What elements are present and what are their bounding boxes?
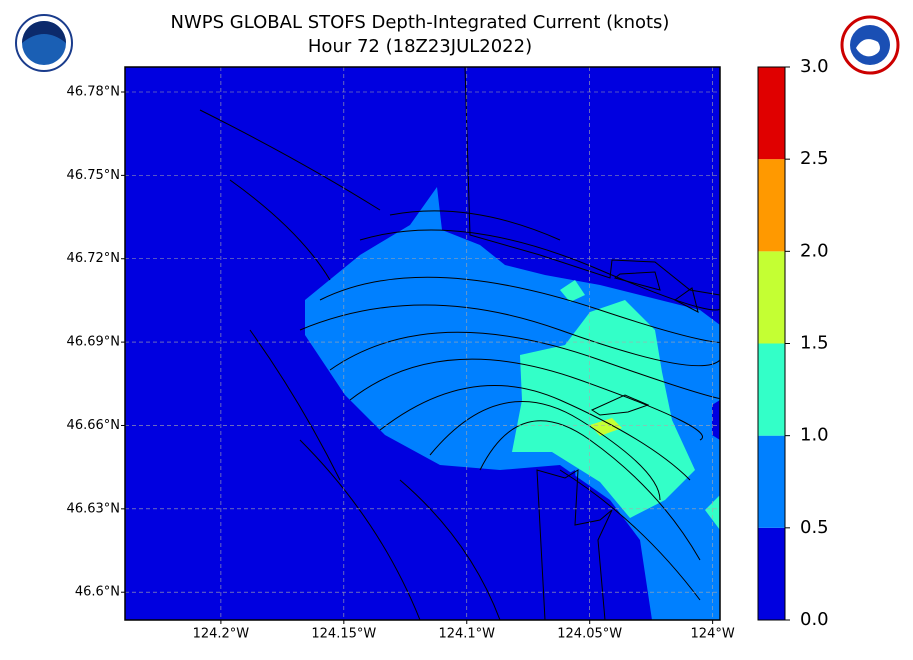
colorbar-band <box>758 251 785 344</box>
nws-logo <box>840 15 900 75</box>
colorbar-tick-label: 1.0 <box>800 425 829 446</box>
grid: 46.78°N 46.75°N 46.72°N 46.69°N 46.66°N 46.63… <box>67 67 735 642</box>
lon-tick-label: 124.1°W <box>438 627 495 642</box>
lat-tick-label: 46.75°N <box>67 168 120 183</box>
subtitle: Hour 72 (18Z23JUL2022) <box>308 36 532 57</box>
map-frame <box>124 66 721 621</box>
lat-tick-label: 46.69°N <box>67 335 120 350</box>
noaa-logo <box>15 14 73 72</box>
colorbar-band <box>758 159 785 252</box>
colorbar-tick-label: 0.0 <box>800 609 829 630</box>
lat-tick-label: 46.66°N <box>67 418 120 433</box>
colorbar-frame <box>757 66 786 621</box>
colorbar-tick-label: 3.0 <box>800 56 829 77</box>
lat-tick-label: 46.6°N <box>75 585 120 600</box>
colorbar-band <box>758 343 785 436</box>
lat-tick-label: 46.78°N <box>67 85 120 100</box>
lon-tick-label: 124.15°W <box>311 627 376 642</box>
colorbar: 0.0 0.5 1.0 1.5 2.0 2.5 3.0 <box>758 56 829 630</box>
colorbar-tick-label: 2.5 <box>800 148 829 169</box>
lon-tick-label: 124.05°W <box>557 627 622 642</box>
colorbar-tick-label: 2.0 <box>800 240 829 261</box>
colorbar-tick-label: 0.5 <box>800 517 829 538</box>
lon-tick-label: 124°W <box>691 627 735 642</box>
colorbar-band <box>758 527 785 620</box>
lat-tick-label: 46.72°N <box>67 251 120 266</box>
lon-tick-label: 124.2°W <box>193 627 250 642</box>
colorbar-band <box>758 67 785 160</box>
colorbar-band <box>758 435 785 528</box>
map-field <box>125 67 720 620</box>
lat-tick-label: 46.63°N <box>67 501 120 516</box>
title: NWPS GLOBAL STOFS Depth-Integrated Curre… <box>171 12 670 33</box>
colorbar-tick-label: 1.5 <box>800 333 829 354</box>
